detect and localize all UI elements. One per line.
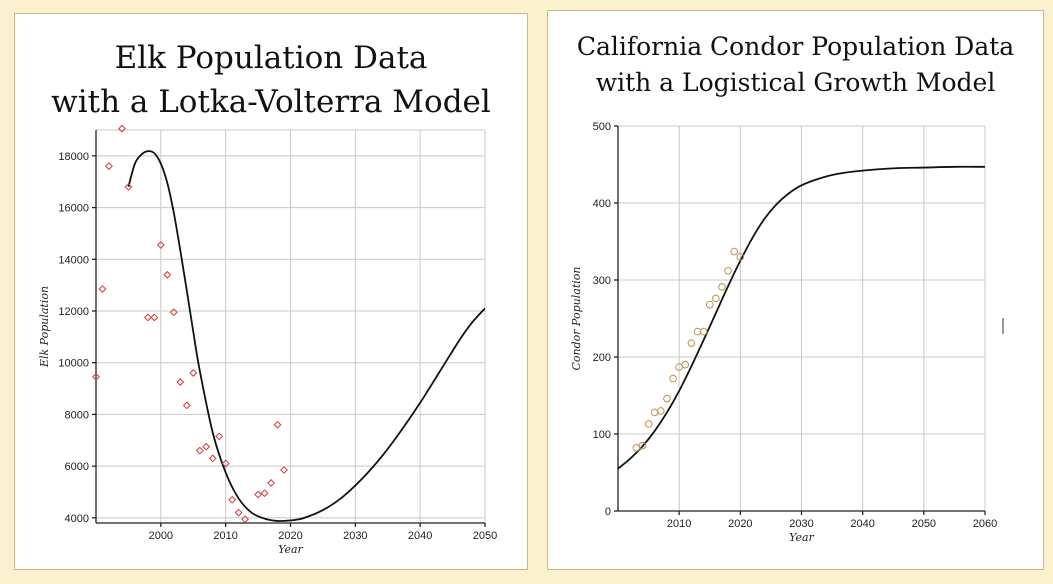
condor-title-line-1: California Condor Population Data (576, 32, 1015, 61)
elk-data-point (228, 495, 237, 504)
condor-data-point (669, 374, 677, 383)
condor-data-point (663, 394, 671, 403)
elk-chart-panel: Elk Population Data with a Lotka-Volterr… (14, 13, 528, 570)
elk-y-tick-label: 10000 (58, 358, 89, 370)
condor-x-tick-label: 2030 (789, 518, 813, 530)
condor-y-tick-label: 300 (593, 275, 611, 287)
elk-title-line-1: Elk Population Data (114, 40, 428, 76)
condor-data-point (718, 283, 726, 291)
elk-y-tick-label: 6000 (65, 461, 89, 473)
condor-x-axis-label: Year (789, 531, 814, 544)
elk-y-tick-label: 14000 (58, 254, 89, 266)
condor-chart-title: California Condor Population Data with a… (548, 29, 1043, 101)
elk-data-point (195, 446, 204, 455)
elk-x-axis-label: Year (278, 543, 303, 556)
condor-x-tick-label: 2060 (973, 518, 997, 530)
elk-data-point (234, 508, 243, 517)
elk-x-tick-label: 2010 (213, 530, 237, 542)
condor-y-axis-label: Condor Population (570, 267, 583, 371)
elk-data-point (143, 313, 152, 322)
elk-data-point (118, 124, 126, 133)
elk-model-curve (127, 150, 485, 522)
elk-x-tick-label: 2000 (149, 530, 173, 542)
edge-divider (1002, 318, 1004, 334)
elk-y-tick-label: 4000 (65, 513, 89, 525)
elk-data-point (208, 454, 217, 463)
condor-y-tick-label: 400 (593, 198, 611, 210)
elk-x-tick-label: 2020 (278, 530, 302, 542)
condor-data-point (705, 300, 714, 309)
elk-data-point (150, 313, 159, 322)
condor-model-curve (618, 165, 985, 470)
elk-data-point (176, 378, 185, 386)
elk-plot: 2000 2010 2020 2030 2040 2050 4000 6000 8000 1000… (38, 124, 497, 556)
condor-data-point (681, 360, 690, 369)
condor-y-tick-label: 100 (593, 429, 611, 441)
elk-y-tick-label: 8000 (65, 409, 89, 421)
condor-data-point (724, 266, 732, 275)
condor-chart-panel: California Condor Population Data with a… (547, 10, 1044, 570)
condor-data-point (712, 294, 720, 303)
condor-data-point (699, 327, 708, 336)
elk-chart-title: Elk Population Data with a Lotka-Volterr… (15, 36, 527, 124)
condor-x-tick-label: 2020 (728, 518, 752, 530)
elk-data-point (189, 369, 198, 377)
elk-data-point (254, 490, 262, 499)
elk-title-line-2: with a Lotka-Volterra Model (51, 84, 491, 120)
elk-data-point (105, 162, 113, 171)
elk-data-point (280, 466, 288, 474)
elk-data-point (163, 270, 172, 279)
condor-x-tick-label: 2010 (667, 518, 691, 530)
elk-data-point (260, 489, 269, 498)
condor-y-tick-label: 200 (593, 352, 611, 364)
elk-data-point (267, 479, 275, 487)
elk-data-point (215, 432, 224, 441)
condor-data-point (644, 420, 653, 428)
condor-data-point (736, 253, 745, 261)
condor-data-point (632, 444, 641, 452)
elk-data-point (92, 373, 100, 381)
elk-data-point (156, 241, 165, 249)
elk-data-point (98, 285, 107, 293)
elk-data-point (169, 308, 178, 317)
elk-y-tick-label: 12000 (58, 306, 89, 318)
condor-plot: 2010 2020 2030 2040 2050 2060 0 100 200 300 400 500… (570, 121, 997, 544)
condor-data-point (650, 408, 659, 417)
elk-x-tick-label: 2040 (408, 530, 432, 542)
condor-x-tick-label: 2040 (850, 518, 874, 530)
condor-x-tick-label: 2050 (912, 518, 936, 530)
elk-data-point (241, 515, 250, 524)
elk-y-tick-label: 18000 (58, 151, 89, 163)
elk-data-point (273, 420, 282, 429)
elk-data-point (202, 442, 211, 451)
elk-data-point (221, 459, 230, 468)
condor-data-point (687, 339, 696, 347)
condor-data-point (657, 407, 665, 415)
elk-y-tick-label: 16000 (58, 203, 89, 215)
condor-data-point (638, 441, 647, 450)
elk-x-tick-label: 2050 (473, 530, 497, 542)
elk-x-tick-label: 2030 (343, 530, 367, 542)
condor-y-tick-label: 0 (605, 506, 611, 518)
elk-y-axis-label: Elk Population (38, 286, 51, 368)
condor-data-point (730, 247, 739, 256)
condor-data-point (693, 327, 702, 336)
elk-data-point (182, 401, 191, 410)
elk-data-point (124, 182, 133, 191)
condor-title-line-2: with a Logistical Growth Model (595, 68, 996, 97)
condor-y-tick-label: 500 (593, 121, 611, 133)
